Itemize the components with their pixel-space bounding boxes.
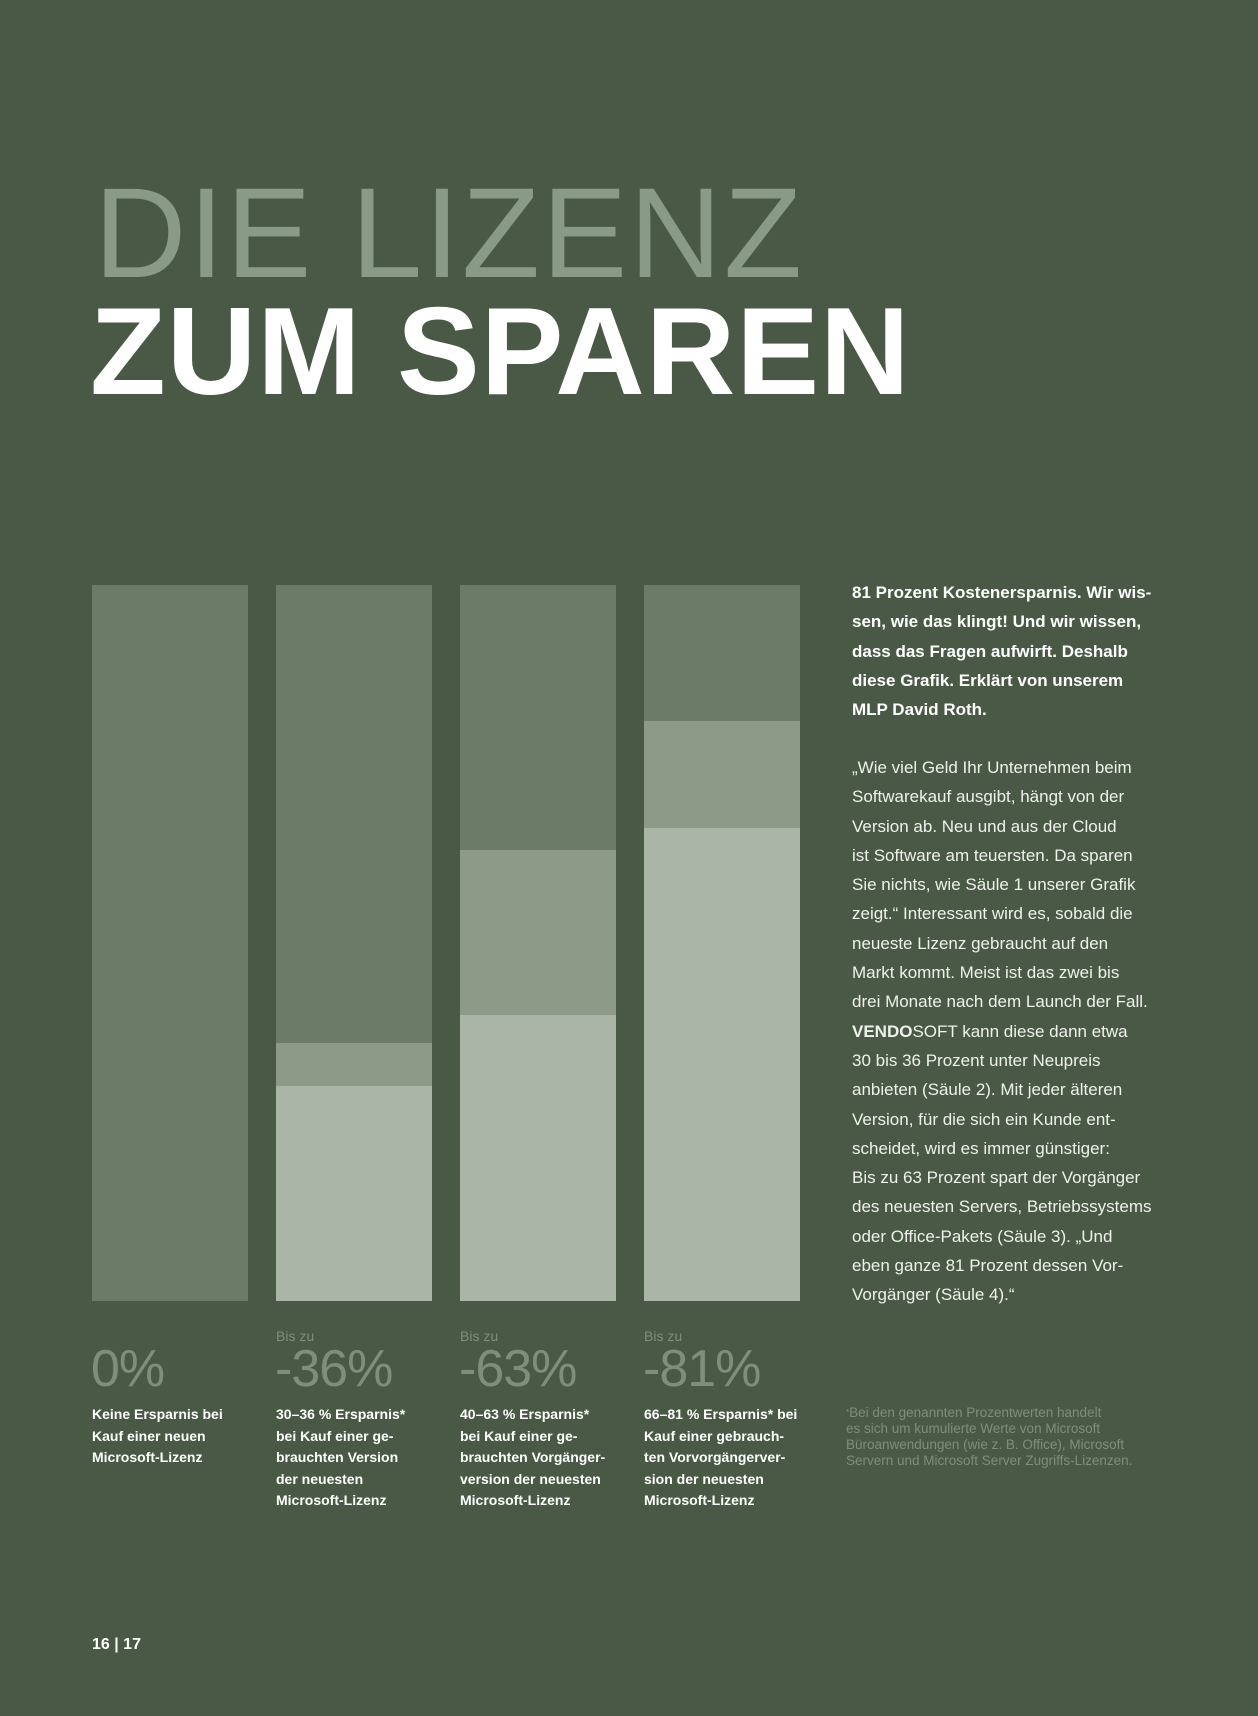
body-line: anbieten (Säule 2). Mit jeder älteren <box>852 1080 1123 1100</box>
page-number: 16 | 17 <box>92 1636 141 1653</box>
description-line: Kauf einer neuen <box>92 1427 206 1444</box>
body-line: Version, für die sich ein Kunde ent- <box>852 1109 1116 1129</box>
bar-1 <box>92 585 248 1301</box>
body-line: oder Office-Pakets (Säule 3). „Und <box>852 1226 1113 1246</box>
intro-line: diese Grafik. Erklärt von unserem <box>852 670 1124 690</box>
body-line: Vorgänger (Säule 4).“ <box>852 1285 1015 1305</box>
brand-line-rest: kann diese dann etwa <box>957 1021 1128 1041</box>
bar-2-price-segment <box>276 1086 432 1301</box>
description-line: Keine Ersparnis bei <box>92 1406 223 1422</box>
intro-line: sen, wie das klingt! Und wir wissen, <box>852 612 1142 632</box>
title-line-1: DIE LIZENZ <box>94 162 804 305</box>
description-line: bei Kauf einer ge- <box>460 1427 578 1444</box>
bar-4-price-segment <box>644 828 800 1301</box>
body-line: Version ab. Neu und aus der Cloud <box>852 816 1117 836</box>
description-line: 30–36 % Ersparnis* <box>276 1406 406 1422</box>
bar-4-additional-segment <box>644 721 800 829</box>
column-2-description: 30–36 % Ersparnis* bei Kauf einer ge-brau… <box>276 1404 444 1512</box>
body-line: zeigt.“ Interessant wird es, sobald die <box>852 904 1133 924</box>
bar-2 <box>276 585 432 1301</box>
bar-4 <box>644 585 800 1301</box>
body-line: Sie nichts, wie Säule 1 unserer Grafik <box>852 875 1136 895</box>
description-line: 66–81 % Ersparnis* bei <box>644 1406 798 1422</box>
bar-3-additional-segment <box>460 849 616 1015</box>
body-line: drei Monate nach dem Launch der Fall. <box>852 992 1148 1012</box>
column-1-percent: 0% <box>91 1340 165 1398</box>
column-4-description: 66–81 % Ersparnis* bei Kauf einer gebrauc… <box>644 1404 812 1512</box>
sidebar-intro: 81 Prozent Kostenersparnis. Wir wis-sen,… <box>852 578 1172 724</box>
body-line: Bis zu 63 Prozent spart der Vorgänger <box>852 1168 1141 1188</box>
footnote-line: *Bei den genannten Prozentwerten handelt <box>846 1405 1102 1420</box>
column-4-percent: -81% <box>643 1340 761 1398</box>
column-2-prefix: Bis zu <box>276 1328 315 1344</box>
description-line: sion der neuesten <box>644 1470 764 1487</box>
body-line: Markt kommt. Meist ist das zwei bis <box>852 963 1120 983</box>
column-3-percent: -63% <box>459 1340 577 1398</box>
description-line: Microsoft-Lizenz <box>644 1492 755 1508</box>
body-line: ist Software am teuersten. Da sparen <box>852 845 1133 865</box>
body-line: eben ganze 81 Prozent dessen Vor- <box>852 1256 1124 1276</box>
column-1-description: Keine Ersparnis bei Kauf einer neuen Micro… <box>92 1404 260 1469</box>
column-3-prefix: Bis zu <box>460 1328 499 1344</box>
column-4-prefix: Bis zu <box>644 1328 683 1344</box>
description-line: 40–63 % Ersparnis* <box>460 1406 590 1422</box>
bar-3-price-segment <box>460 1014 616 1301</box>
description-line: Microsoft-Lizenz <box>460 1492 571 1508</box>
intro-line: MLP David Roth. <box>852 700 987 720</box>
body-line: 30 bis 36 Prozent unter Neupreis <box>852 1050 1101 1070</box>
sidebar-body: „Wie viel Geld Ihr Unternehmen beim Softw… <box>852 753 1172 1310</box>
description-line: Microsoft-Lizenz <box>92 1449 203 1465</box>
description-line: brauchten Vorgänger- <box>460 1449 606 1465</box>
description-line: bei Kauf einer ge- <box>276 1427 394 1444</box>
description-line: ten Vorvorgängerver- <box>644 1449 786 1465</box>
description-line: der neuesten <box>276 1470 364 1487</box>
description-line: brauchten Version <box>276 1449 399 1465</box>
description-line: version der neuesten <box>460 1470 601 1487</box>
bar-2-additional-segment <box>276 1043 432 1087</box>
footnote: *Bei den genannten Prozentwerten handelt… <box>846 1405 1176 1469</box>
column-2-percent: -36% <box>275 1340 393 1398</box>
footnote-mark: * <box>846 1408 850 1417</box>
description-line: Kauf einer gebrauch- <box>644 1427 785 1444</box>
brand-line: VENDOSOFT kann diese dann etwa <box>852 1017 1172 1046</box>
body-line: des neuesten Servers, Betriebssystems <box>852 1197 1152 1217</box>
footnote-line: es sich um kumulierte Werte von Microsof… <box>846 1421 1101 1436</box>
bar-3 <box>460 585 616 1301</box>
column-3-description: 40–63 % Ersparnis* bei Kauf einer ge-brau… <box>460 1404 628 1512</box>
footnote-line: Servern und Microsoft Server Zugriffs-Li… <box>846 1453 1133 1468</box>
intro-line: 81 Prozent Kostenersparnis. Wir wis- <box>852 583 1152 602</box>
footnote-line: Büroanwendungen (wie z. B. Office), Micr… <box>846 1437 1125 1452</box>
body-line: Softwarekauf ausgibt, hängt von der <box>852 787 1125 807</box>
description-line: Microsoft-Lizenz <box>276 1492 387 1508</box>
brand-bold: VENDO <box>852 1021 913 1041</box>
body-line: „Wie viel Geld Ihr Unternehmen beim <box>852 758 1132 777</box>
brand-rest: SOFT <box>912 1021 958 1041</box>
title-line-2: ZUM SPAREN <box>90 283 911 421</box>
body-line: scheidet, wird es immer günstiger: <box>852 1138 1110 1158</box>
intro-line: dass das Fragen aufwirft. Deshalb <box>852 641 1128 661</box>
body-line: neueste Lizenz gebraucht auf den <box>852 933 1109 953</box>
